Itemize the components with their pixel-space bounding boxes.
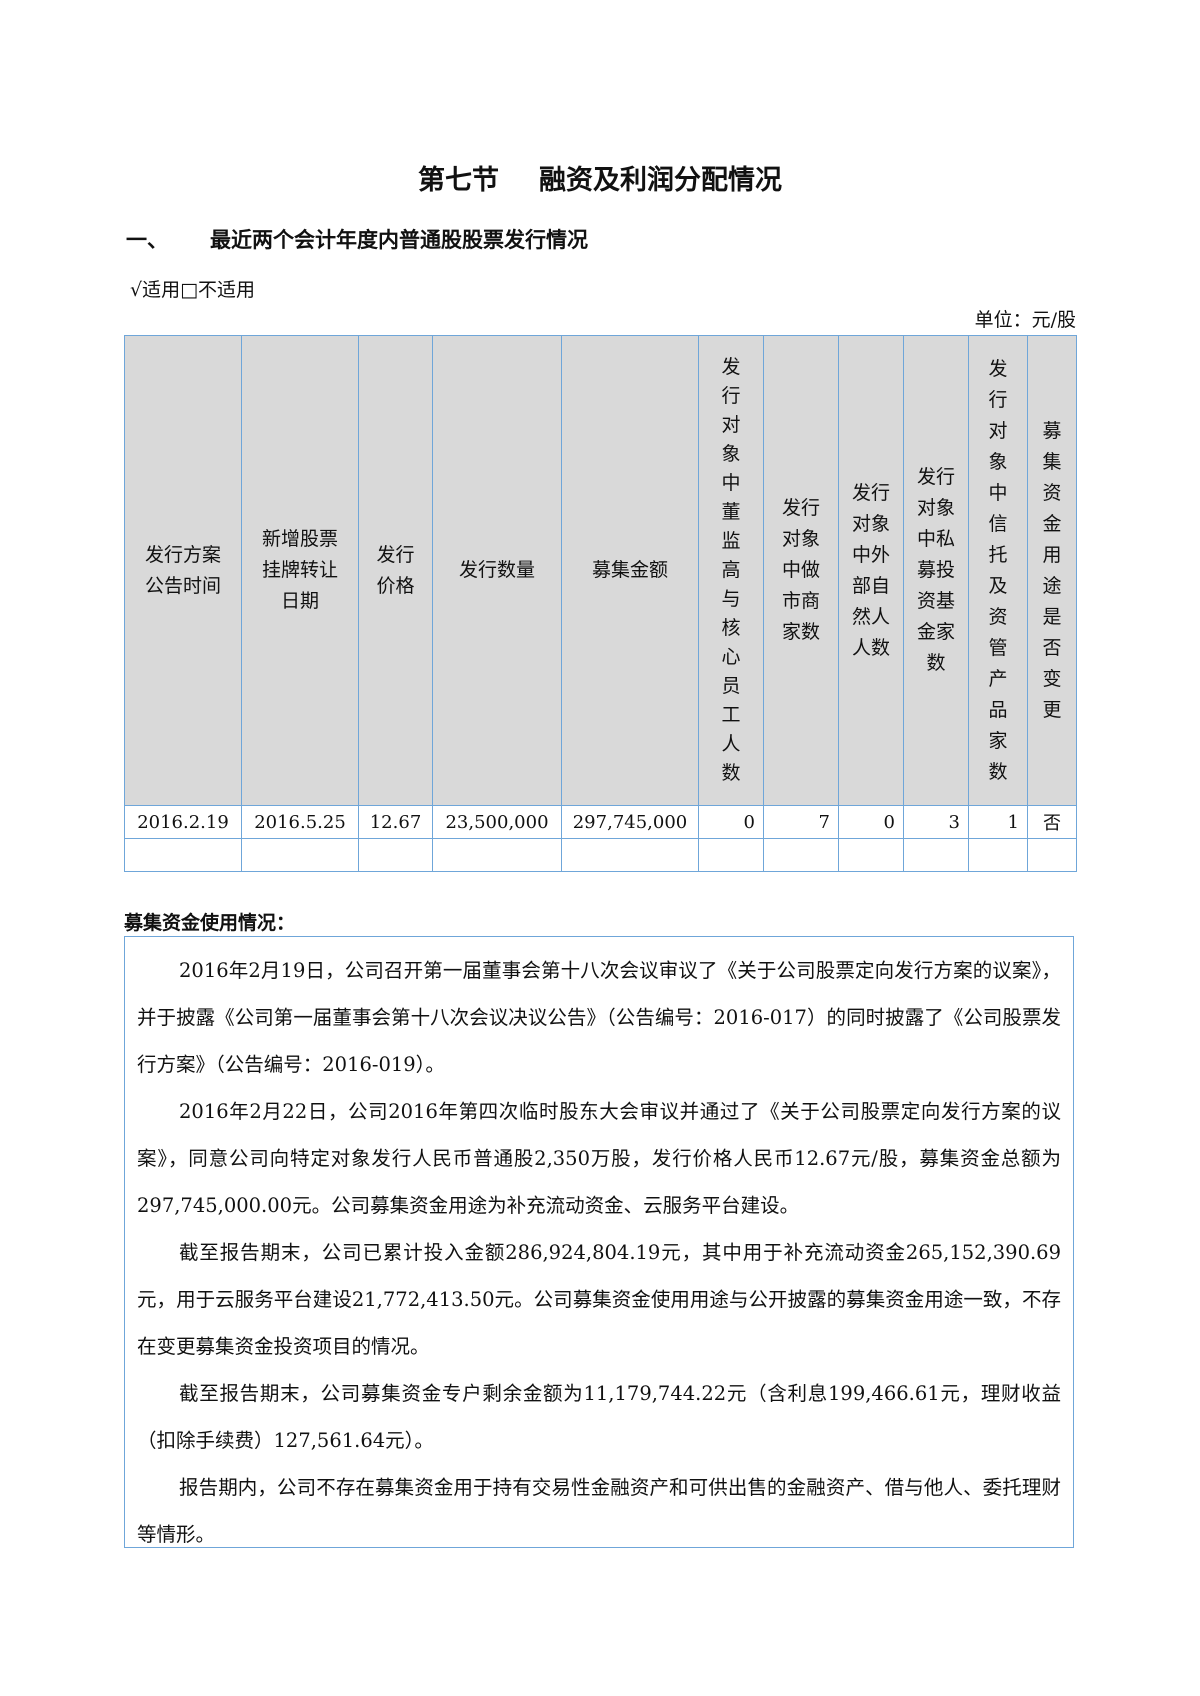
table-header-row: 发行方案公告时间 新增股票挂牌转让日期 发行价格 发行数量 募集金额 发行对象中…	[124, 335, 1077, 806]
paragraph: 2016年2月19日，公司召开第一届董事会第十八次会议审议了《关于公司股票定向发…	[137, 959, 1061, 1076]
table-row: 2016.2.19 2016.5.25 12.67 23,500,000 297…	[124, 805, 1077, 839]
header-cell: 发行对象中董监高与核心员工人数	[698, 335, 764, 806]
empty-cell	[561, 838, 699, 872]
header-cell: 发行数量	[432, 335, 562, 806]
cell-announce-date: 2016.2.19	[124, 805, 242, 839]
usage-heading: 募集资金使用情况：	[124, 912, 296, 934]
table-row	[124, 838, 1077, 872]
cell-quantity: 23,500,000	[432, 805, 562, 839]
empty-cell	[838, 838, 904, 872]
header-cell: 募集资金用途是否变更	[1027, 335, 1077, 806]
cell-trust-products: 1	[968, 805, 1028, 839]
subsection-title: 最近两个会计年度内普通股股票发行情况	[210, 228, 588, 252]
subsection-number: 一、	[126, 228, 168, 252]
empty-cell	[968, 838, 1028, 872]
header-cell: 发行对象中外部自然人人数	[838, 335, 904, 806]
empty-cell	[698, 838, 764, 872]
section-number: 第七节	[418, 165, 499, 196]
page-title: 第七节 融资及利润分配情况	[0, 158, 1200, 197]
subsection-heading: 一、 最近两个会计年度内普通股股票发行情况	[126, 224, 588, 254]
cell-amount: 297,745,000	[561, 805, 699, 839]
empty-cell	[358, 838, 433, 872]
cell-use-changed: 否	[1027, 805, 1077, 839]
empty-cell	[241, 838, 359, 872]
empty-cell	[903, 838, 969, 872]
header-cell: 新增股票挂牌转让日期	[241, 335, 359, 806]
unit-label: 单位：元/股	[974, 309, 1076, 331]
cell-natural-persons: 0	[838, 805, 904, 839]
header-cell: 发行对象中信托及资管产品家数	[968, 335, 1028, 806]
empty-cell	[763, 838, 839, 872]
applicability-note: √适用□不适用	[130, 279, 256, 301]
usage-text-box: 2016年2月19日，公司召开第一届董事会第十八次会议审议了《关于公司股票定向发…	[124, 936, 1074, 1548]
cell-private-funds: 3	[903, 805, 969, 839]
empty-cell	[1027, 838, 1077, 872]
header-cell: 发行对象中做市商家数	[763, 335, 839, 806]
empty-cell	[432, 838, 562, 872]
paragraph: 截至报告期末，公司已累计投入金额286,924,804.19元，其中用于补充流动…	[137, 1241, 1061, 1358]
empty-cell	[124, 838, 242, 872]
cell-price: 12.67	[358, 805, 433, 839]
cell-listing-date: 2016.5.25	[241, 805, 359, 839]
header-cell: 发行对象中私募投资基金家数	[903, 335, 969, 806]
cell-market-makers: 7	[763, 805, 839, 839]
section-title: 融资及利润分配情况	[539, 165, 782, 196]
header-cell: 发行方案公告时间	[124, 335, 242, 806]
paragraph: 截至报告期末，公司募集资金专户剩余金额为11,179,744.22元（含利息19…	[137, 1382, 1061, 1452]
paragraph: 报告期内，公司不存在募集资金用于持有交易性金融资产和可供出售的金融资产、借与他人…	[137, 1476, 1061, 1546]
header-cell: 募集金额	[561, 335, 699, 806]
paragraph: 2016年2月22日，公司2016年第四次临时股东大会审议并通过了《关于公司股票…	[137, 1100, 1061, 1217]
header-cell: 发行价格	[358, 335, 433, 806]
cell-executives: 0	[698, 805, 764, 839]
stock-issuance-table: 发行方案公告时间 新增股票挂牌转让日期 发行价格 发行数量 募集金额 发行对象中…	[124, 335, 1077, 872]
